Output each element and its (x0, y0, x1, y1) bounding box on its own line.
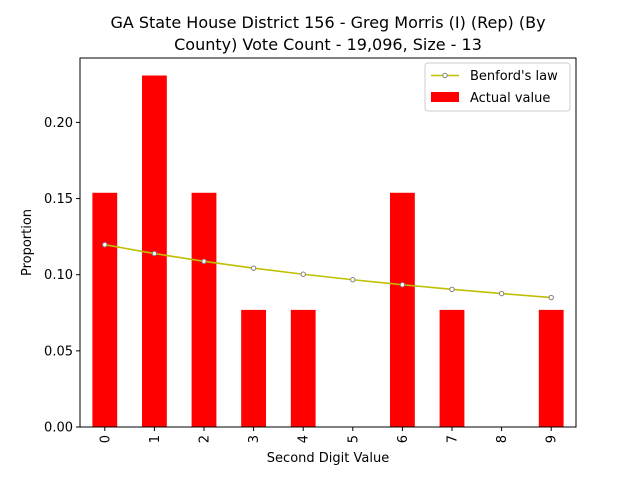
bar-4 (290, 309, 316, 427)
benford-line-series (102, 242, 554, 301)
legend-label-actual: Actual value (470, 91, 550, 106)
y-tick-label: 0.00 (44, 421, 73, 436)
x-tick-label: 7 (446, 435, 461, 443)
y-tick-label: 0.05 (44, 344, 73, 359)
benford-point-9 (548, 294, 554, 301)
chart-title-line-2: County) Vote Count - 19,096, Size - 13 (174, 35, 482, 54)
y-tick-label: 0.10 (44, 268, 73, 283)
x-tick-label: 8 (495, 435, 510, 443)
bar-9 (538, 309, 564, 427)
chart-title-line-1: GA State House District 156 - Greg Morri… (110, 13, 545, 32)
x-axis-label: Second Digit Value (267, 451, 389, 466)
bar-6 (390, 192, 415, 427)
x-tick-label: 1 (148, 435, 163, 443)
y-tick-label: 0.15 (44, 192, 73, 207)
y-axis: 0.00 0.05 0.10 0.15 0.20 (44, 116, 80, 436)
y-axis-label: Proportion (20, 209, 35, 276)
x-tick-label: 2 (198, 435, 213, 443)
benford-point-5 (350, 277, 356, 283)
x-tick-label: 5 (346, 435, 361, 443)
x-tick-label: 9 (545, 435, 560, 443)
legend-marker-swatch (442, 72, 448, 79)
y-tick-label: 0.20 (44, 116, 73, 131)
benford-point-6 (399, 282, 406, 288)
benford-point-4 (300, 271, 306, 277)
legend-label-benford: Benford's law (470, 69, 558, 84)
benford-point-7 (449, 286, 455, 293)
legend-bar-swatch (431, 92, 459, 102)
bar-3 (241, 309, 266, 427)
bar-2 (191, 192, 217, 427)
bar-0 (92, 192, 118, 427)
benford-line (104, 243, 552, 299)
x-tick-label: 0 (98, 435, 113, 443)
plot-frame (79, 57, 577, 428)
x-tick-label: 6 (396, 435, 411, 443)
bar-7 (439, 309, 465, 427)
x-axis: 0 1 2 3 4 5 6 7 8 9 (98, 427, 560, 443)
legend-box (424, 62, 571, 112)
legend: Benford's law Actual value (424, 62, 571, 112)
bar-series (92, 75, 564, 427)
x-tick-label: 4 (297, 435, 312, 443)
benford-point-3 (250, 265, 257, 271)
benford-point-1 (151, 250, 158, 257)
benford-point-8 (498, 290, 505, 297)
benford-point-2 (201, 258, 207, 265)
benford-point-0 (102, 242, 108, 248)
x-tick-label: 3 (247, 435, 262, 443)
